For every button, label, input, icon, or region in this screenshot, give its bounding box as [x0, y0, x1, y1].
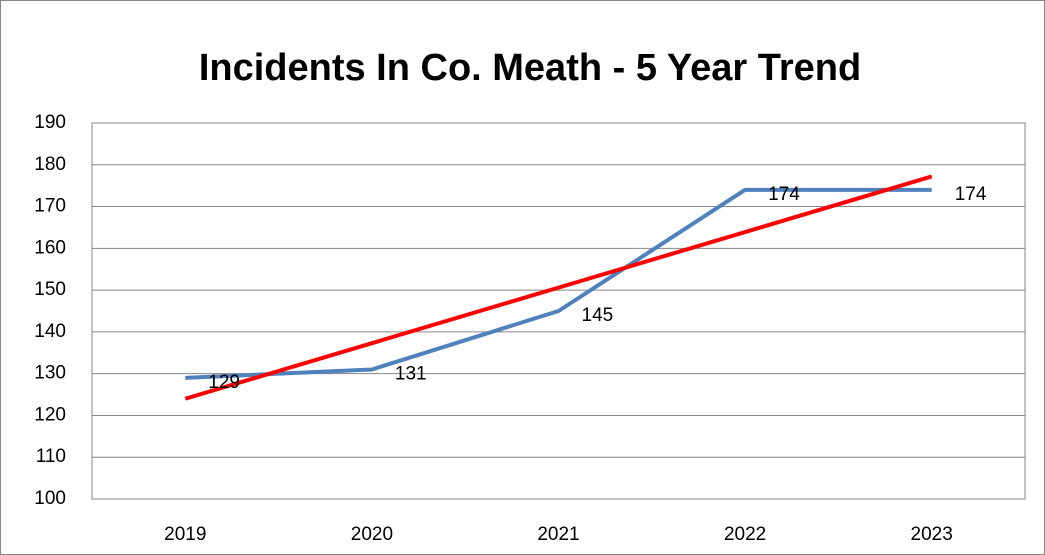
y-tick-label: 140: [34, 321, 66, 342]
y-tick-label: 160: [34, 237, 66, 258]
x-tick-label: 2022: [724, 524, 766, 545]
y-tick-label: 110: [36, 446, 66, 467]
x-tick-label: 2020: [351, 524, 393, 545]
y-tick-label: 130: [34, 363, 66, 384]
chart-title: Incidents In Co. Meath - 5 Year Trend: [199, 47, 861, 89]
line-series: [184, 174, 933, 401]
y-tick-label: 150: [34, 279, 66, 300]
x-tick-label: 2019: [164, 524, 206, 545]
data-label: 145: [582, 305, 614, 326]
x-tick-label: 2021: [537, 524, 579, 545]
data-label: 174: [955, 184, 987, 205]
y-tick-label: 100: [34, 488, 66, 509]
y-tick-label: 170: [34, 196, 66, 217]
data-label: 174: [768, 184, 800, 205]
data-label: 129: [208, 372, 240, 393]
data-label: 131: [395, 364, 427, 385]
y-tick-label: 190: [34, 112, 66, 133]
line-series: [185, 187, 932, 380]
y-tick-label: 120: [34, 404, 66, 425]
x-tick-label: 2023: [911, 524, 953, 545]
y-tick-label: 180: [34, 154, 66, 175]
